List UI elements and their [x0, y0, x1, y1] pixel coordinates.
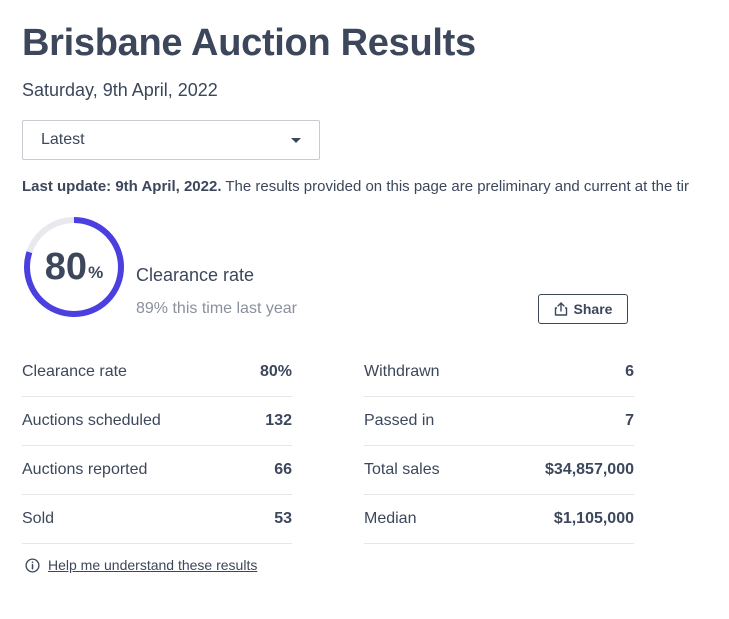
stat-value: 7 — [625, 412, 634, 429]
stats-left-column: Clearance rate 80% Auctions scheduled 13… — [22, 348, 292, 544]
stat-row-clearance-rate: Clearance rate 80% — [22, 348, 292, 397]
stat-label: Auctions scheduled — [22, 412, 161, 429]
stat-row-total-sales: Total sales $34,857,000 — [364, 446, 634, 495]
stat-label: Sold — [22, 510, 55, 527]
clearance-ring — [24, 217, 124, 317]
stat-label: Auctions reported — [22, 461, 148, 478]
stat-row-auctions-reported: Auctions reported 66 — [22, 446, 292, 495]
share-button[interactable]: Share — [538, 294, 628, 324]
share-button-label: Share — [573, 301, 613, 317]
stats-right-column: Withdrawn 6 Passed in 7 Total sales $34,… — [364, 348, 634, 544]
stat-value: 6 — [625, 363, 634, 380]
stat-value: 53 — [274, 510, 292, 527]
info-icon — [25, 557, 40, 573]
stat-row-sold: Sold 53 — [22, 495, 292, 544]
dropdown-selected-value: Latest — [41, 131, 85, 148]
clearance-last-year: 89% this time last year — [136, 300, 297, 317]
page-title: Brisbane Auction Results — [22, 22, 476, 64]
chevron-down-icon — [291, 137, 301, 143]
gauge-percent-sign: % — [88, 263, 104, 282]
auction-date: Saturday, 9th April, 2022 — [22, 80, 218, 100]
stat-value: 66 — [274, 461, 292, 478]
stat-row-median: Median $1,105,000 — [364, 495, 634, 544]
stat-label: Withdrawn — [364, 363, 440, 380]
stat-label: Clearance rate — [22, 363, 127, 380]
stat-row-withdrawn: Withdrawn 6 — [364, 348, 634, 397]
last-update-date: Last update: 9th April, 2022. — [22, 178, 222, 195]
share-icon — [554, 302, 567, 316]
stat-label: Total sales — [364, 461, 440, 478]
stat-label: Passed in — [364, 412, 435, 429]
stat-row-auctions-scheduled: Auctions scheduled 132 — [22, 397, 292, 446]
stat-label: Median — [364, 510, 417, 527]
stat-value: $34,857,000 — [545, 461, 634, 478]
gauge-fill — [24, 217, 124, 317]
clearance-rate-gauge: 80% — [22, 215, 126, 319]
gauge-number: 80 — [44, 245, 88, 288]
stat-value: 132 — [265, 412, 292, 429]
stat-row-passed-in: Passed in 7 — [364, 397, 634, 446]
results-period-dropdown[interactable]: Latest — [22, 120, 320, 160]
clearance-rate-label: Clearance rate — [136, 265, 255, 285]
help-link-label: Help me understand these results — [48, 557, 258, 573]
last-update-text: The results provided on this page are pr… — [221, 178, 689, 195]
stat-value: $1,105,000 — [553, 510, 634, 527]
help-link[interactable]: Help me understand these results — [25, 557, 257, 573]
gauge-value: 80% — [22, 215, 126, 319]
last-update-notice: Last update: 9th April, 2022. The result… — [22, 178, 729, 195]
stat-value: 80% — [259, 363, 292, 380]
